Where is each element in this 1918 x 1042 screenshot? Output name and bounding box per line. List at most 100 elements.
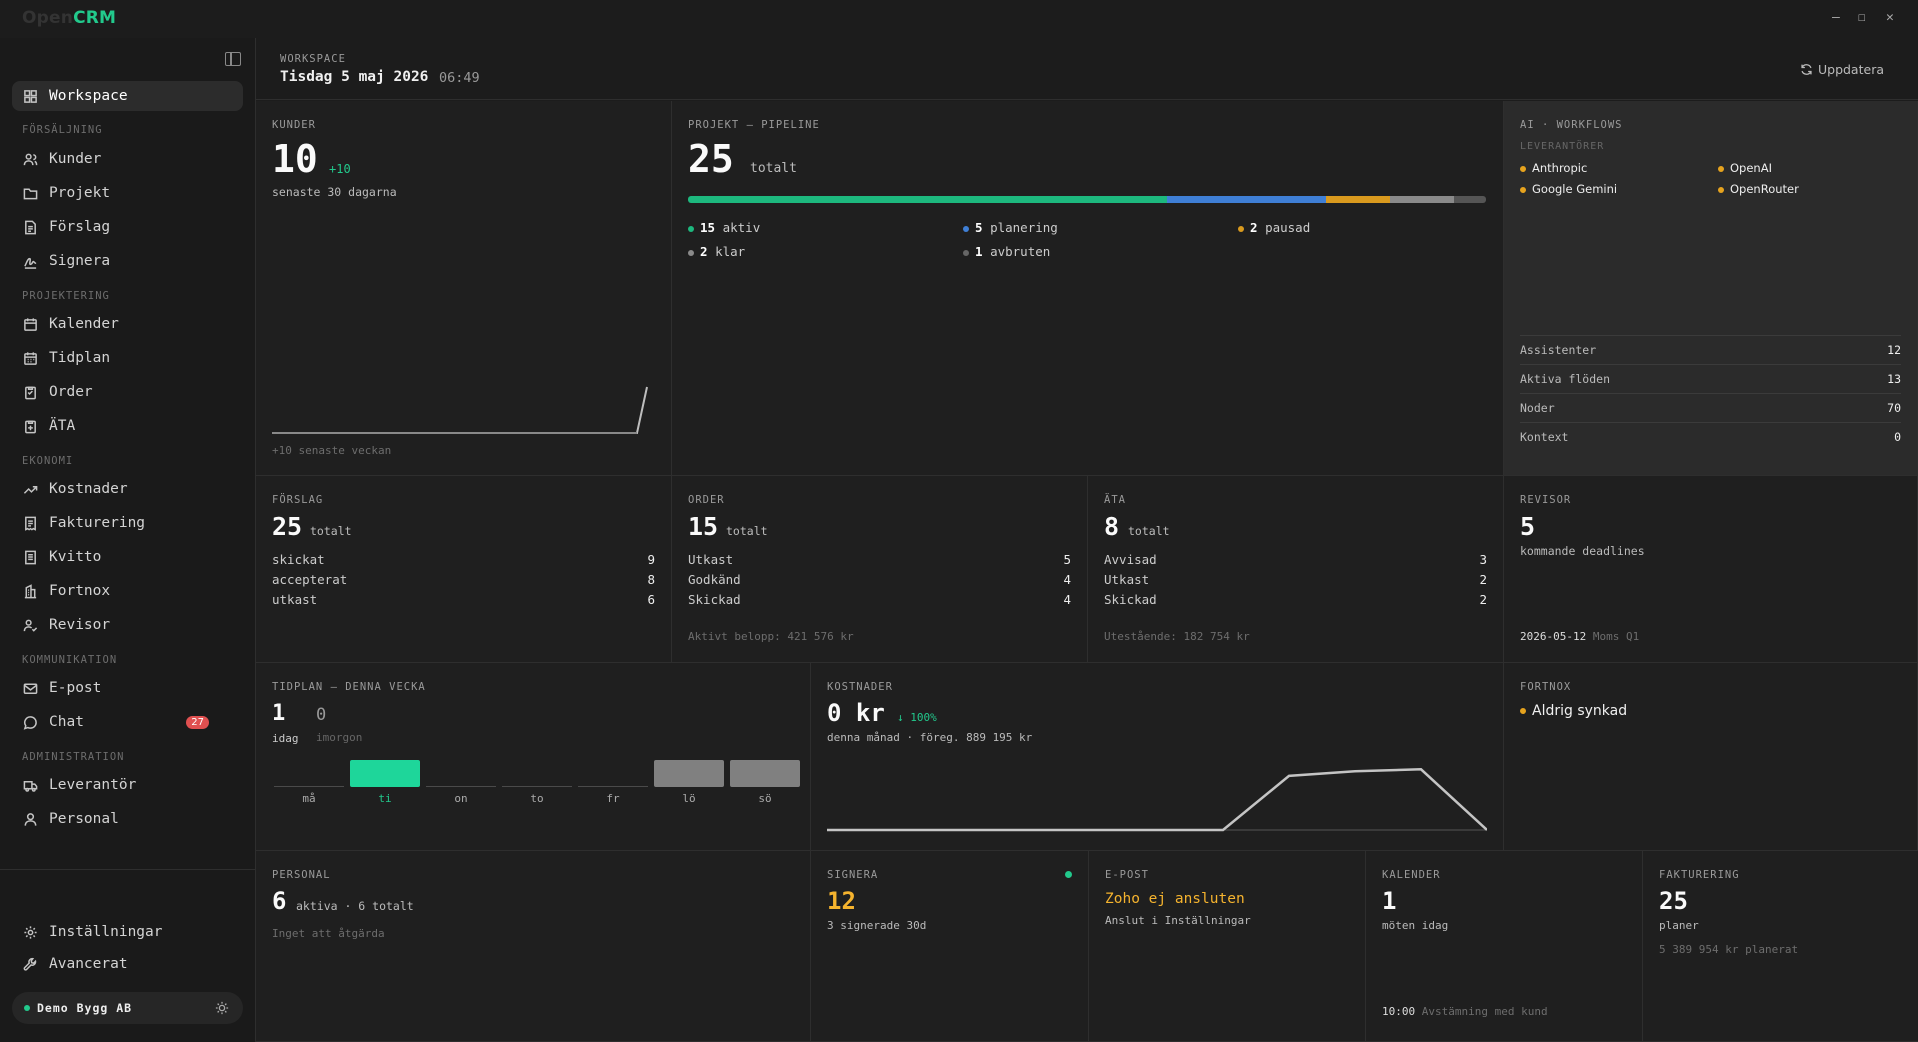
card-tidplan[interactable]: TIDPLAN — DENNA VECKA 1 0 idag imorgon [256,663,811,851]
kalender-value: 1 [1382,887,1397,915]
card-title: FAKTURERING [1659,869,1740,881]
forslag-row: utkast 6 [272,592,655,607]
tidplan-tomorrow-label: imorgon [316,731,363,744]
card-pipeline[interactable]: PROJEKT — PIPELINE 25 totalt 15 aktiv 5 … [672,101,1504,476]
card-ata[interactable]: ÄTA 8 totalt Avvisad 3 Utkast 2 Skickad 2 U… [1088,476,1504,663]
card-epost[interactable]: E-POST Zoho ej ansluten Anslut i Inställ… [1089,851,1366,1042]
users-icon [22,151,38,167]
card-title: PROJEKT — PIPELINE [688,119,820,131]
card-ai-workflows[interactable]: AI · WORKFLOWS LEVERANTÖRER Anthropic Op… [1504,101,1918,476]
order-row: Godkänd 4 [688,572,1071,587]
page-header: WORKSPACE Tisdag 5 maj 2026 06:49 Uppdat… [256,38,1918,100]
revisor-deadline: 2026-05-12 Moms Q1 [1520,630,1640,643]
sidebar-item-kunder[interactable]: Kunder [12,144,243,174]
sidebar-item-fakturering[interactable]: Fakturering [12,508,243,538]
sidebar-item-fortnox[interactable]: Fortnox [12,576,243,606]
sidebar-item-revisor[interactable]: Revisor [12,610,243,640]
epost-status: Zoho ej ansluten [1105,891,1245,907]
card-title: SIGNERA [827,869,879,881]
sidebar-item-kostnader[interactable]: Kostnader [12,474,243,504]
section-ekonomi: EKONOMI [22,455,74,467]
fortnox-status: Aldrig synkad [1520,703,1627,719]
legend-klar: 2 klar [688,244,745,259]
org-switcher[interactable]: Demo Bygg AB [12,992,243,1024]
sidebar-item-signera[interactable]: Signera [12,246,243,276]
tidplan-tomorrow-value: 0 [316,705,327,725]
close-button[interactable]: ✕ [1886,10,1894,25]
card-kalender[interactable]: KALENDER 1 möten idag 10:00 Avstämning m… [1366,851,1643,1042]
gear-icon [22,924,38,940]
revisor-value: 5 [1520,512,1536,541]
card-signera[interactable]: SIGNERA 12 3 signerade 30d [811,851,1089,1042]
card-revisor[interactable]: REVISOR 5 kommande deadlines 2026-05-12 … [1504,476,1918,663]
day-label-0: må [302,792,316,805]
day-bar-6[interactable] [730,760,800,787]
minimize-button[interactable]: — [1832,10,1840,25]
day-bar-4[interactable] [578,786,648,787]
sidebar-item-workspace[interactable]: Workspace [12,81,243,111]
card-forslag[interactable]: FÖRSLAG 25 totalt skickat 9 accepterat 8 u… [256,476,672,663]
sidebar-item-ata[interactable]: ÄTA [12,411,243,441]
day-label-1: ti [378,792,392,805]
card-kunder[interactable]: KUNDER 10 +10 senaste 30 dagarna +10 sen… [256,101,672,476]
personal-note: Inget att åtgärda [272,927,385,940]
stat-kontext: Kontext 0 [1520,422,1901,451]
sidebar-item-order[interactable]: Order [12,377,243,407]
kostnader-delta: ↓ 100% [897,711,937,724]
sun-icon[interactable] [215,1001,229,1015]
day-bar-3[interactable] [502,786,572,787]
card-fortnox[interactable]: FORTNOX Aldrig synkad [1504,663,1918,851]
order-foot: Aktivt belopp: 421 576 kr [688,630,854,643]
refresh-button[interactable]: Uppdatera [1800,62,1884,77]
sidebar-item-leverantor[interactable]: Leverantör [12,770,243,800]
ata-foot: Utestående: 182 754 kr [1104,630,1250,643]
mail-icon [22,680,38,696]
pipeline-bar [688,196,1486,203]
sidebar-item-kvitto[interactable]: Kvitto [12,542,243,572]
sidebar-item-projekt[interactable]: Projekt [12,178,243,208]
day-bar-0[interactable] [274,786,344,787]
pipeline-segment-aktiv [688,196,1167,203]
card-title: FÖRSLAG [272,494,324,506]
org-name: Demo Bygg AB [37,1001,133,1015]
pipeline-segment-planering [1166,196,1327,203]
ata-row: Avvisad 3 [1104,552,1487,567]
card-title: KUNDER [272,119,316,131]
day-bar-5[interactable] [654,760,724,787]
day-bar-2[interactable] [426,786,496,787]
provider-openai: OpenAI [1718,161,1772,175]
sidebar-item-tidplan[interactable]: Tidplan [12,343,243,373]
maximize-button[interactable]: ☐ [1858,10,1866,25]
sidebar-toggle-icon[interactable] [225,52,241,66]
kalender-event: 10:00 Avstämning med kund [1382,1005,1548,1018]
sidebar-item-avancerat[interactable]: Avancerat [12,949,243,979]
kunder-sparkline [272,386,648,434]
card-fakturering[interactable]: FAKTURERING 25 planer 5 389 954 kr plane… [1643,851,1918,1042]
truck-icon [22,777,38,793]
sidebar-item-forslag[interactable]: Förslag [12,212,243,242]
sidebar [0,38,256,1042]
day-label-5: lö [682,792,696,805]
stat-assistenter: Assistenter 12 [1520,335,1901,364]
card-title: ÄTA [1104,494,1126,506]
forslag-row: skickat 9 [272,552,655,567]
fakturering-value: 25 [1659,887,1688,915]
sidebar-item-personal[interactable]: Personal [12,804,243,834]
sidebar-item-chat[interactable]: Chat 27 [12,707,243,737]
provider-anthropic: Anthropic [1520,161,1587,175]
card-personal[interactable]: PERSONAL 6 aktiva · 6 totalt Inget att å… [256,851,811,1042]
kalender-sub: möten idag [1382,919,1449,932]
sidebar-item-kalender[interactable]: Kalender [12,309,243,339]
order-value: 15 [688,512,719,541]
calendar-grid-icon [22,350,38,366]
chat-unread-badge: 27 [186,715,209,729]
sidebar-item-installningar[interactable]: Inställningar [12,917,243,947]
status-dot [1065,871,1072,878]
card-kostnader[interactable]: KOSTNADER 0 kr ↓ 100% denna månad · före… [811,663,1504,851]
card-order[interactable]: ORDER 15 totalt Utkast 5 Godkänd 4 Skickad… [672,476,1088,663]
kostnader-chart [827,768,1487,832]
user-icon [22,811,38,827]
trending-up-icon [22,481,38,497]
sidebar-item-epost[interactable]: E-post [12,673,243,703]
day-bar-1[interactable] [350,760,420,787]
